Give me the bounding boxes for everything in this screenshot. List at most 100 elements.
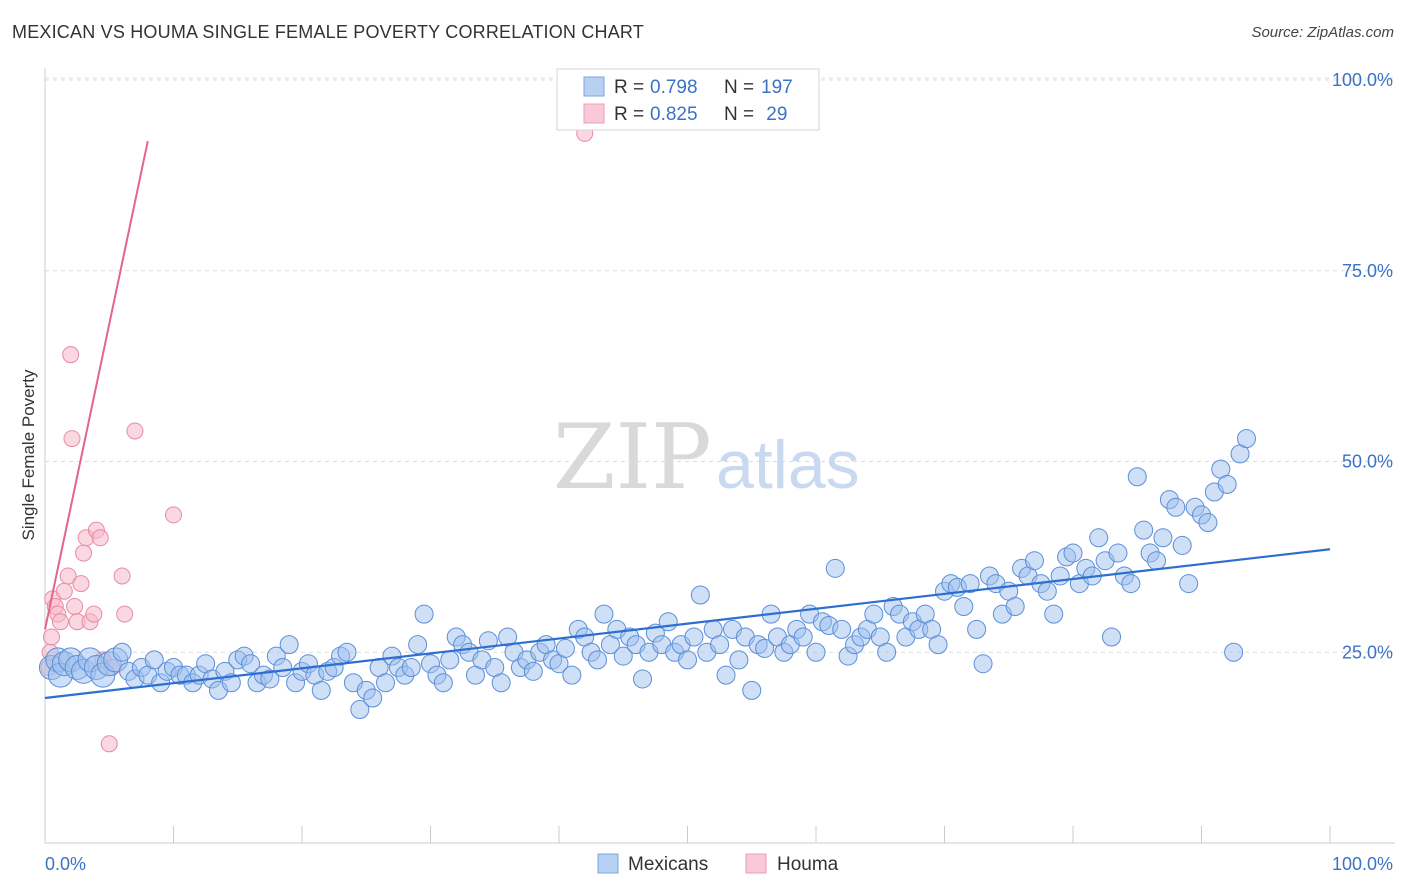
houma-point (75, 544, 93, 562)
mexicans-point (613, 646, 633, 666)
houma-point (63, 430, 81, 448)
y-tick-labels: 25.0% 50.0% 75.0% 100.0% (1332, 70, 1393, 662)
mexicans-point (806, 642, 826, 662)
mexicans-point (594, 604, 614, 624)
houma-point (113, 567, 131, 585)
mexicans-point (1236, 429, 1256, 449)
houma-point (126, 422, 144, 440)
houma-n-value: 29 (761, 104, 787, 125)
series-legend: Mexicans Houma (597, 853, 839, 875)
mexicans-point (350, 699, 370, 719)
houma-point (66, 597, 84, 615)
mexicans-point (337, 642, 357, 662)
mexicans-point (716, 665, 736, 685)
houma-r-value: 0.825 (650, 104, 698, 125)
mexicans-point (1166, 497, 1186, 517)
mexicans-r-label: R = (614, 77, 644, 98)
mexicans-point (793, 627, 813, 647)
mexicans-point (1024, 551, 1044, 571)
houma-point (59, 567, 77, 585)
stats-legend: R = 0.798 N = 197 R = 0.825 N = 29 (556, 68, 820, 131)
mexicans-point (864, 604, 884, 624)
chart-title: MEXICAN VS HOUMA SINGLE FEMALE POVERTY C… (12, 22, 644, 42)
source-label: Source: ZipAtlas.com (1251, 24, 1394, 41)
mexicans-n-label: N = (724, 77, 754, 98)
mexicans-trendline (44, 548, 1331, 700)
houma-r-label: R = (614, 104, 644, 125)
mexicans-point (877, 642, 897, 662)
mexicans-point (311, 680, 331, 700)
mexicans-point (967, 619, 987, 639)
mexicans-point (433, 673, 453, 693)
mexicans-point (954, 596, 974, 616)
houma-point (165, 506, 182, 524)
houma-point (100, 735, 118, 753)
x-tick-label-max: 100.0% (1332, 854, 1393, 874)
y-axis-label: Single Female Poverty (19, 369, 38, 541)
mexicans-point (1179, 574, 1199, 594)
houma-point (116, 605, 134, 623)
mexicans-point (414, 604, 434, 624)
mexicans-point (1063, 543, 1083, 563)
mexicans-point (562, 665, 582, 685)
watermark-zip: ZIP (553, 405, 712, 510)
houma-swatch (583, 103, 605, 124)
houma-point (62, 346, 80, 364)
mexicans-point (1134, 520, 1154, 540)
mexicans-point (1147, 551, 1167, 571)
houma-point (91, 529, 109, 547)
mexicans-point (729, 650, 749, 670)
mexicans-point (1108, 543, 1128, 563)
mexicans-point (742, 680, 762, 700)
mexicans-point (825, 558, 845, 578)
mexicans-point (523, 661, 543, 681)
houma-trendline (44, 140, 149, 630)
mexicans-point (684, 627, 704, 647)
mexicans-point (973, 654, 993, 674)
mexicans-point (588, 650, 608, 670)
houma-n-label: N = (724, 104, 754, 125)
houma-point (72, 575, 90, 593)
y-tick-label-50: 50.0% (1342, 452, 1393, 472)
mexicans-point (491, 673, 511, 693)
mexicans-point (1224, 642, 1244, 662)
watermark-atlas: atlas (716, 427, 860, 503)
mexicans-point (960, 574, 980, 594)
mexicans-point (678, 650, 697, 670)
mexicans-point (1127, 467, 1147, 487)
houma-point (55, 582, 73, 600)
mexicans-point (1198, 513, 1218, 533)
mexicans-point (755, 638, 775, 658)
mexicans-point (658, 612, 678, 632)
x-tick-label-min: 0.0% (45, 854, 86, 874)
mexicans-point (408, 635, 428, 655)
mexicans-point (401, 658, 421, 678)
trendlines (44, 140, 1331, 700)
y-tick-label-100: 100.0% (1332, 70, 1393, 90)
mexicans-point (633, 669, 653, 689)
mexicans-point (363, 688, 383, 708)
legend-mexicans-swatch (597, 853, 619, 874)
mexicans-point (440, 650, 460, 670)
mexicans-point (690, 585, 710, 605)
mexicans-point (112, 642, 132, 662)
y-tick-label-75: 75.0% (1342, 261, 1393, 281)
mexicans-point (260, 669, 280, 689)
mexicans-point (1172, 535, 1192, 555)
houma-point (85, 605, 103, 623)
mexicans-point (1089, 528, 1109, 548)
legend-mexicans-label: Mexicans (628, 854, 708, 875)
mexicans-point (1102, 627, 1122, 647)
mexicans-point (555, 638, 575, 658)
legend-houma-label: Houma (777, 854, 839, 875)
mexicans-point (376, 673, 396, 693)
mexicans-point (1121, 574, 1141, 594)
mexicans-point (279, 635, 299, 655)
mexicans-point (710, 635, 730, 655)
mexicans-point (221, 673, 241, 693)
y-tick-label-25: 25.0% (1342, 642, 1393, 662)
mexicans-point (1217, 474, 1237, 494)
houma-point (42, 628, 60, 646)
mexicans-points (38, 429, 1256, 719)
mexicans-r-value: 0.798 (650, 77, 698, 98)
